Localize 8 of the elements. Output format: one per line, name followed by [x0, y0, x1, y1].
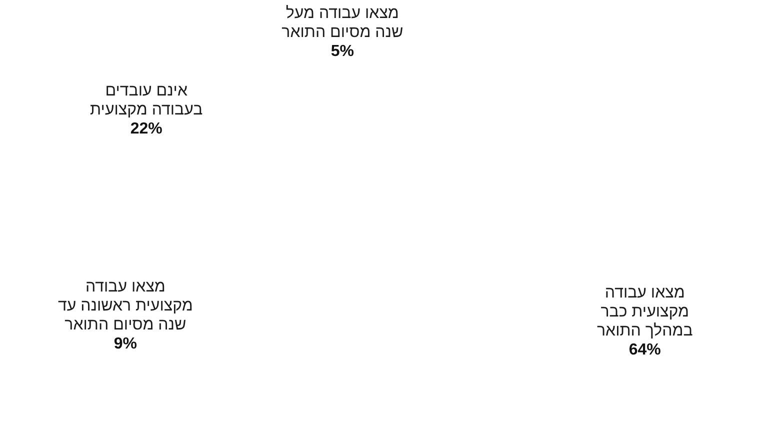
category-label: מצאו עבודה מקצועית כבר במהלך התואר [596, 284, 694, 340]
data-label: 5% [330, 43, 354, 60]
category-label: מצאו עבודה מקצועית ראשונה עד שנה מסיום התואר [58, 278, 193, 334]
data-label: 64% [628, 342, 661, 359]
category-label: אינם עובדים בעבודה מקצועית [90, 82, 204, 119]
data-label: 22% [130, 120, 162, 138]
data-label: 9% [114, 335, 137, 352]
category-label: מצאו עבודה מעל שנה מסיום התואר [282, 4, 404, 41]
